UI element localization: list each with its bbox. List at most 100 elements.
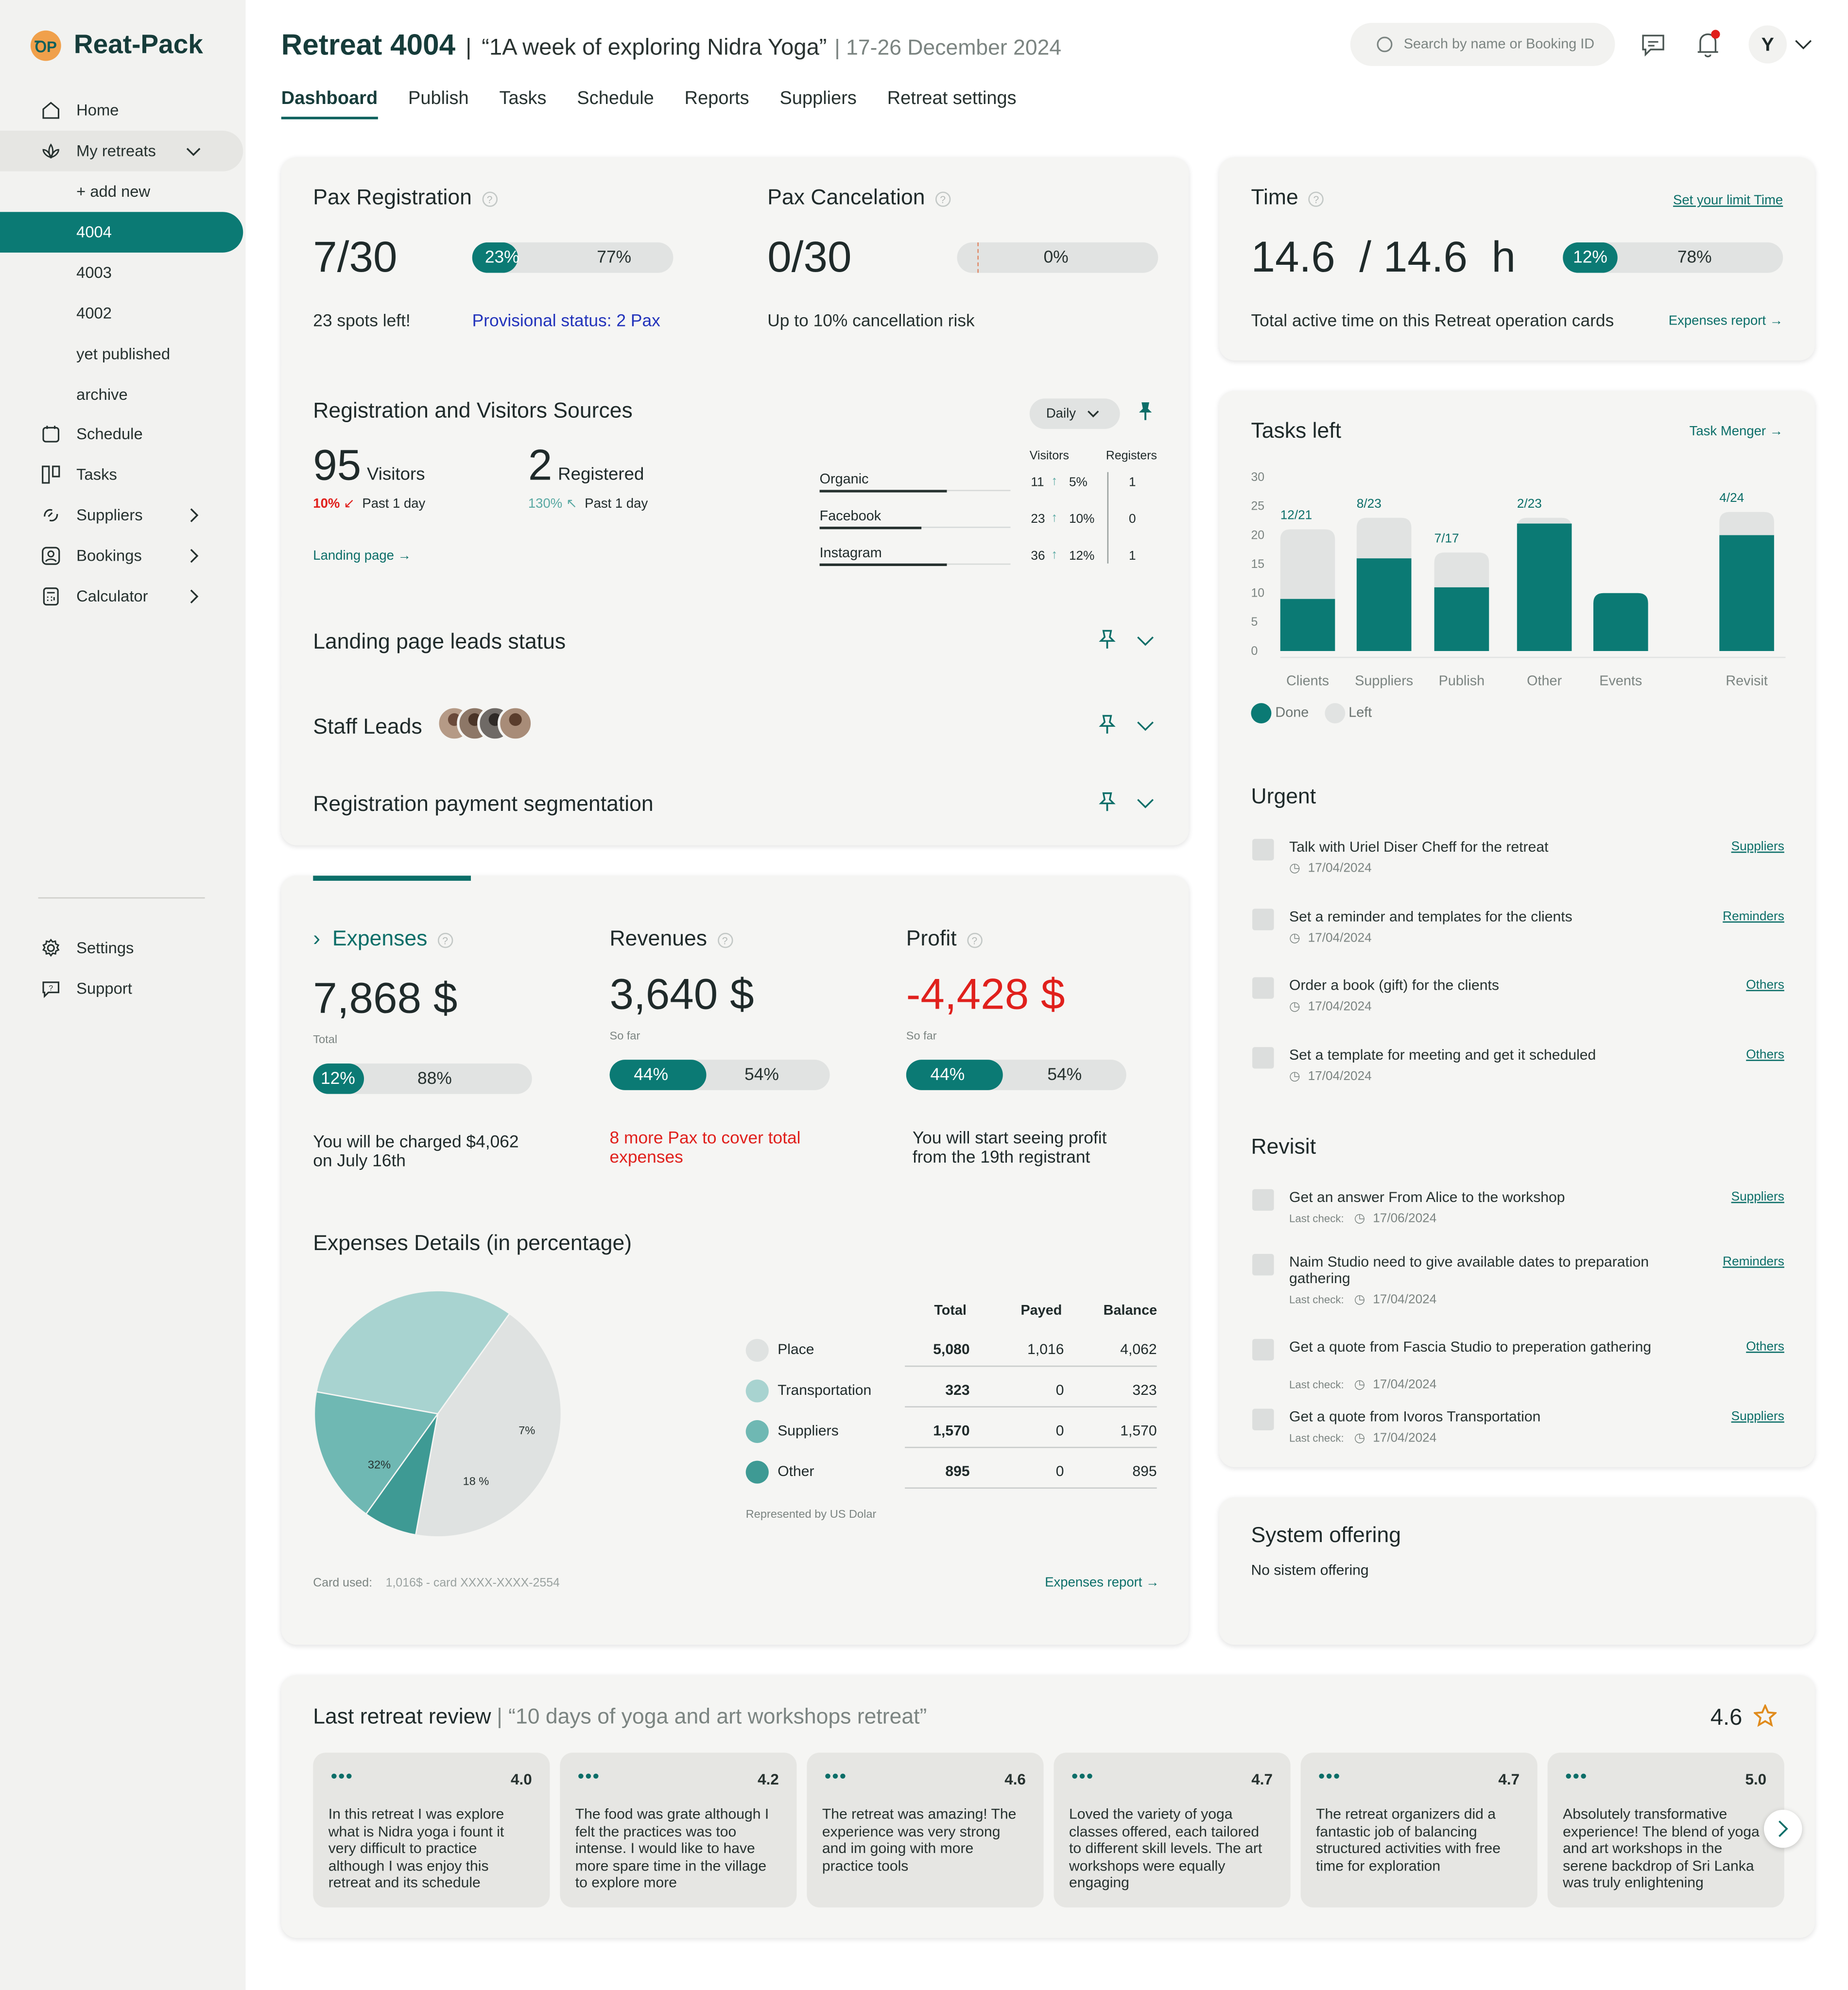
pax-registration-value: 7/30 bbox=[313, 233, 397, 282]
task-checkbox[interactable] bbox=[1252, 1253, 1274, 1276]
chevron-down-icon[interactable] bbox=[1137, 635, 1155, 647]
chevron-down-icon[interactable] bbox=[1137, 720, 1155, 732]
sidebar-item-tasks[interactable]: Tasks bbox=[0, 454, 243, 495]
col-payed: Payed bbox=[1020, 1303, 1062, 1319]
sidebar-item-archive[interactable]: archive bbox=[0, 375, 243, 415]
sidebar-item-calculator[interactable]: Calculator bbox=[0, 576, 243, 617]
sidebar-item-yet-published[interactable]: yet published bbox=[0, 334, 243, 375]
sidebar-item-home[interactable]: Home bbox=[0, 90, 243, 131]
review-score: 5.0 bbox=[1745, 1770, 1767, 1788]
tab-dashboard[interactable]: Dashboard bbox=[281, 89, 378, 120]
bar-fill bbox=[609, 1060, 707, 1090]
task-checkbox[interactable] bbox=[1252, 977, 1274, 999]
more-icon[interactable]: ••• bbox=[578, 1765, 601, 1786]
set-limit-time-link[interactable]: Set your limit Time bbox=[1673, 193, 1783, 208]
staff-leads-section[interactable]: Staff Leads bbox=[281, 689, 1189, 760]
provisional-status[interactable]: Provisional status: 2 Pax bbox=[472, 310, 660, 330]
review-card-item[interactable]: ••• 4.7 Loved the variety of yoga classes … bbox=[1054, 1752, 1291, 1908]
staff-avatars[interactable] bbox=[435, 704, 550, 742]
expense-balance: 323 bbox=[1132, 1383, 1157, 1399]
help-icon[interactable]: ? bbox=[437, 932, 453, 948]
sidebar-item-4003[interactable]: 4003 bbox=[0, 253, 243, 293]
avatar-group bbox=[436, 705, 534, 741]
chevron-down-icon[interactable] bbox=[1795, 38, 1813, 51]
review-score: 4.0 bbox=[511, 1770, 532, 1788]
sidebar-item-4002[interactable]: 4002 bbox=[0, 293, 243, 334]
task-checkbox[interactable] bbox=[1252, 1408, 1274, 1430]
expenses-report-link[interactable]: Expenses report → bbox=[1669, 313, 1783, 328]
task-checkbox[interactable] bbox=[1252, 909, 1274, 930]
sidebar-item-suppliers[interactable]: Suppliers bbox=[0, 495, 243, 536]
calculator-icon bbox=[43, 587, 59, 606]
task-tag[interactable]: Suppliers bbox=[1731, 1410, 1784, 1424]
task-checkbox[interactable] bbox=[1252, 1189, 1274, 1211]
chevron-down-icon[interactable] bbox=[1137, 797, 1155, 809]
chevron-right-icon[interactable] bbox=[186, 508, 201, 523]
more-icon[interactable]: ••• bbox=[825, 1765, 847, 1786]
review-card-item[interactable]: ••• 4.7 The retreat organizers did a fanta… bbox=[1300, 1752, 1537, 1908]
period-dropdown[interactable]: Daily bbox=[1029, 398, 1120, 429]
pin-icon[interactable] bbox=[1098, 715, 1116, 735]
more-icon[interactable]: ••• bbox=[330, 1765, 354, 1786]
task-checkbox[interactable] bbox=[1252, 1338, 1274, 1361]
tab-suppliers[interactable]: Suppliers bbox=[779, 88, 857, 109]
review-card-item[interactable]: ••• 4.2 The food was grate although I felt… bbox=[560, 1752, 797, 1908]
tab-tasks[interactable]: Tasks bbox=[499, 88, 547, 109]
pin-icon[interactable] bbox=[1098, 792, 1116, 812]
tab-reports[interactable]: Reports bbox=[684, 88, 749, 109]
help-icon[interactable]: ? bbox=[935, 191, 950, 206]
sidebar-item-schedule[interactable]: Schedule bbox=[0, 414, 243, 455]
task-tag[interactable]: Others bbox=[1746, 1340, 1784, 1355]
pin-icon[interactable] bbox=[1098, 630, 1116, 650]
sidebar-item-support[interactable]: ? Support bbox=[0, 968, 243, 1009]
payment-segmentation-section[interactable]: Registration payment segmentation bbox=[281, 764, 1189, 845]
tab-publish[interactable]: Publish bbox=[408, 88, 469, 109]
task-tag[interactable]: Reminders bbox=[1723, 909, 1784, 924]
chevron-down-icon[interactable] bbox=[186, 143, 201, 158]
logo[interactable]: ꝹP Reat-Pack bbox=[30, 30, 203, 61]
search-input[interactable]: Search by name or Booking ID bbox=[1350, 23, 1615, 66]
more-icon[interactable]: ••• bbox=[1565, 1765, 1588, 1786]
task-manager-link[interactable]: Task Menger → bbox=[1690, 424, 1783, 439]
search-icon bbox=[1377, 36, 1393, 52]
user-badge-icon bbox=[42, 547, 60, 565]
sidebar-item-settings[interactable]: Settings bbox=[0, 928, 243, 969]
chevron-right-icon[interactable] bbox=[186, 548, 201, 563]
kanban-icon bbox=[42, 465, 60, 484]
sidebar-item-4004[interactable]: 4004 bbox=[0, 212, 243, 253]
task-checkbox[interactable] bbox=[1252, 839, 1274, 861]
chat-icon[interactable] bbox=[1639, 31, 1667, 58]
help-icon[interactable]: ? bbox=[1308, 191, 1324, 206]
task-tag[interactable]: Others bbox=[1746, 978, 1784, 993]
sidebar-item-bookings[interactable]: Bookings bbox=[0, 535, 243, 576]
chevron-right-icon[interactable] bbox=[186, 589, 201, 604]
review-card-item[interactable]: ••• 5.0 Absolutely transformative experien… bbox=[1547, 1752, 1784, 1908]
help-icon[interactable]: ? bbox=[967, 932, 983, 948]
help-icon[interactable]: ? bbox=[717, 932, 733, 948]
review-card-item[interactable]: ••• 4.0 In this retreat I was explore what… bbox=[313, 1752, 550, 1908]
sidebar-item-add-new[interactable]: + add new bbox=[0, 172, 243, 212]
tab-retreat-settings[interactable]: Retreat settings bbox=[887, 88, 1017, 109]
expenses-report-link[interactable]: Expenses report → bbox=[1045, 1575, 1159, 1590]
help-icon[interactable]: ? bbox=[482, 191, 498, 206]
expenses-title[interactable]: › Expenses? bbox=[313, 926, 453, 952]
task-checkbox[interactable] bbox=[1252, 1047, 1274, 1069]
next-review-button[interactable] bbox=[1763, 1809, 1802, 1848]
review-score: 4.6 bbox=[1004, 1770, 1026, 1788]
task-tag[interactable]: Suppliers bbox=[1731, 1190, 1784, 1204]
review-card-item[interactable]: ••• 4.6 The retreat was amazing! The exper… bbox=[807, 1752, 1044, 1908]
landing-page-link[interactable]: Landing page → bbox=[313, 548, 411, 563]
sidebar-item-my-retreats[interactable]: My retreats bbox=[0, 131, 243, 172]
task-tag[interactable]: Reminders bbox=[1723, 1255, 1784, 1269]
more-icon[interactable]: ••• bbox=[1071, 1765, 1094, 1786]
task-tag[interactable]: Suppliers bbox=[1731, 840, 1784, 855]
landing-leads-section[interactable]: Landing page leads status bbox=[281, 596, 1189, 686]
tab-schedule[interactable]: Schedule bbox=[577, 88, 654, 109]
pin-filled-icon[interactable] bbox=[1137, 401, 1155, 421]
avatar[interactable]: Y bbox=[1748, 25, 1787, 64]
urgent-section: Urgent Talk with Uriel Diser Cheff for t… bbox=[1219, 759, 1815, 1104]
expense-total: 1,570 bbox=[933, 1424, 970, 1440]
more-icon[interactable]: ••• bbox=[1318, 1765, 1341, 1786]
task-tag[interactable]: Others bbox=[1746, 1048, 1784, 1063]
bell-icon[interactable] bbox=[1694, 28, 1722, 61]
